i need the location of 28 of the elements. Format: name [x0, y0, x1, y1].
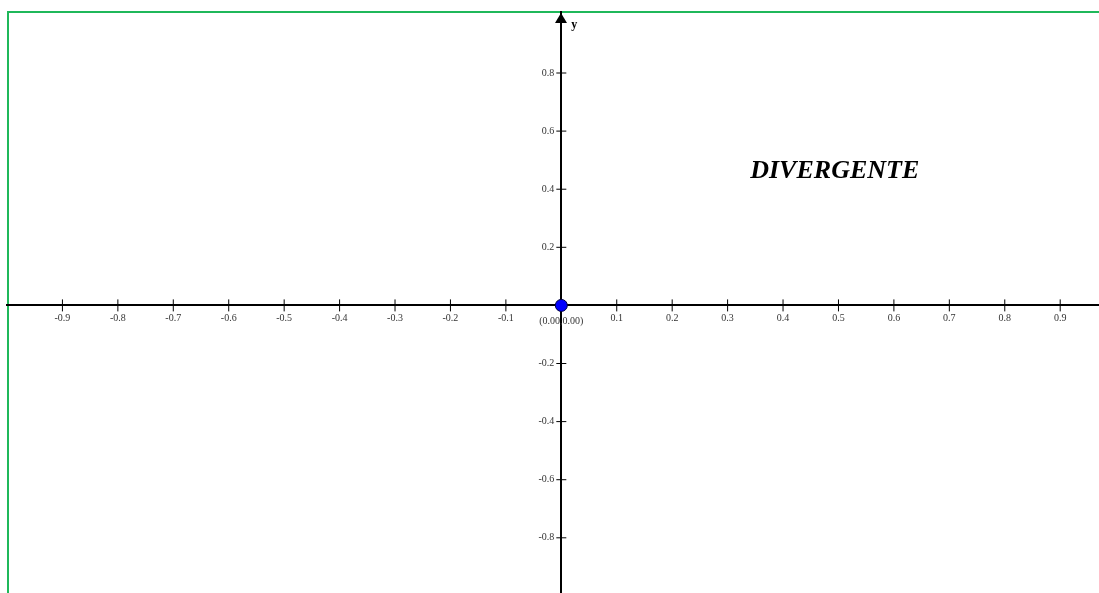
y-tick-label: 0.6	[541, 124, 555, 136]
x-tick-label: 0.7	[943, 312, 956, 324]
y-axis-title: y	[571, 17, 578, 32]
x-tick-label: -0.7	[165, 312, 182, 324]
x-tick-label: 0.4	[776, 312, 790, 324]
x-tick-label: -0.3	[387, 312, 403, 324]
x-tick-label: -0.9	[54, 312, 71, 324]
x-tick-label: -0.5	[276, 312, 293, 324]
x-tick-label: 0.8	[998, 312, 1012, 324]
y-tick-label: -0.4	[538, 415, 555, 427]
y-tick-label: -0.6	[538, 473, 555, 485]
x-tick-label: 0.2	[665, 312, 679, 324]
x-tick-label: -0.8	[109, 312, 126, 324]
y-tick-label: 0.2	[541, 240, 555, 252]
x-tick-label: -0.4	[331, 312, 348, 324]
x-tick-label: -0.2	[442, 312, 459, 324]
x-tick-label: -0.6	[220, 312, 237, 324]
y-tick-label: 0.8	[541, 66, 555, 78]
x-tick-label: 0.5	[832, 312, 845, 324]
annotation: DIVERGENTE	[749, 155, 920, 185]
y-tick-label: 0.4	[541, 182, 555, 194]
x-tick-label: 0.6	[887, 312, 901, 324]
x-tick-label: 0.9	[1053, 312, 1067, 324]
x-tick-label: -0.1	[497, 312, 514, 324]
x-tick-label: 0.3	[721, 312, 734, 324]
x-tick-label: 0.1	[610, 312, 623, 324]
y-tick-label: -0.2	[538, 357, 555, 369]
y-tick-label: -0.8	[538, 531, 555, 543]
